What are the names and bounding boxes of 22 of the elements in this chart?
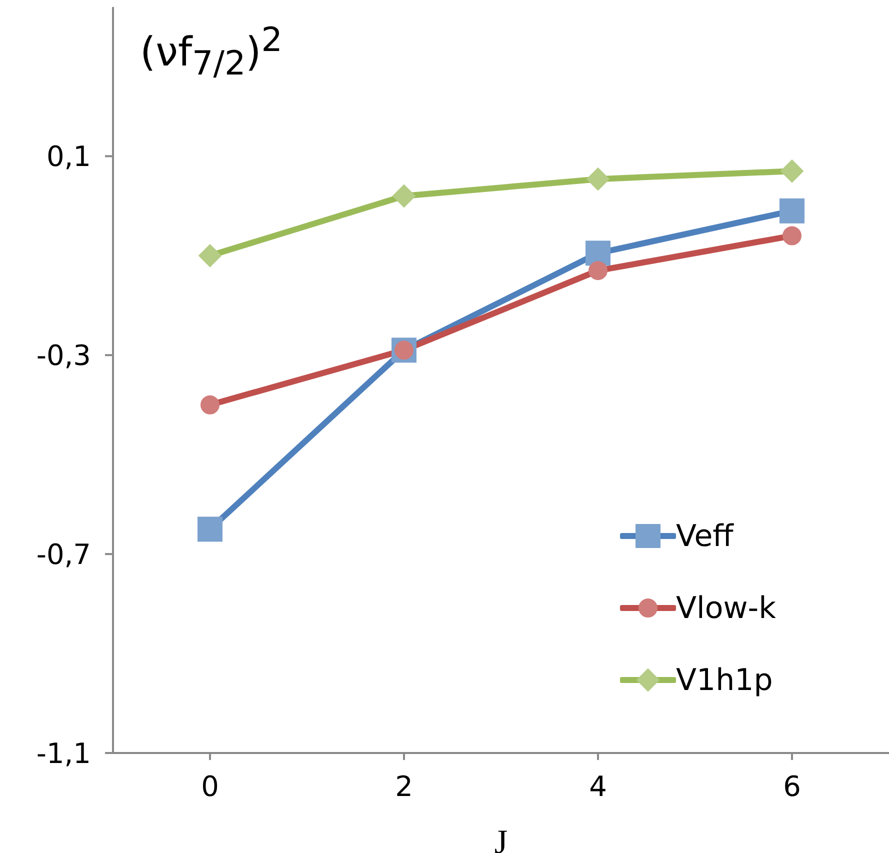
point bbox=[780, 160, 804, 183]
point bbox=[392, 184, 416, 208]
y-tick-label: 0,1 bbox=[46, 140, 91, 174]
x-tick-label: 6 bbox=[783, 770, 801, 803]
x-tick-label: 4 bbox=[589, 770, 607, 803]
point bbox=[198, 244, 222, 268]
y-tick-label: -0,3 bbox=[36, 339, 91, 372]
x-tick-label: 0 bbox=[201, 770, 219, 803]
x-tick-label: 2 bbox=[395, 770, 413, 803]
point bbox=[588, 261, 608, 280]
legend-label: Veff bbox=[676, 518, 734, 554]
point bbox=[200, 395, 220, 414]
y-tick-label: -0,7 bbox=[36, 538, 91, 572]
legend-label: Vlow-k bbox=[676, 590, 776, 626]
point bbox=[586, 168, 610, 191]
y-tick-label: -1,1 bbox=[36, 736, 91, 770]
legend-label: V1h1p bbox=[676, 662, 773, 698]
point bbox=[198, 516, 222, 542]
y-axis-title: (νf$_{7/2}$)$^{2}$ bbox=[140, 20, 282, 82]
point bbox=[780, 198, 804, 224]
point bbox=[782, 226, 802, 246]
point bbox=[586, 240, 610, 266]
